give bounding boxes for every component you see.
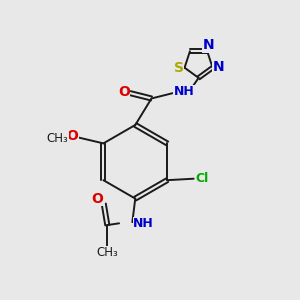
Text: O: O xyxy=(91,192,103,206)
Text: CH₃: CH₃ xyxy=(96,246,118,259)
Text: S: S xyxy=(174,61,184,75)
Text: O: O xyxy=(66,129,78,143)
Text: CH₃: CH₃ xyxy=(46,132,68,145)
Text: N: N xyxy=(213,60,224,74)
Text: NH: NH xyxy=(133,218,154,230)
Text: O: O xyxy=(118,85,130,99)
Text: Cl: Cl xyxy=(196,172,209,184)
Text: NH: NH xyxy=(173,85,194,98)
Text: N: N xyxy=(203,38,214,52)
